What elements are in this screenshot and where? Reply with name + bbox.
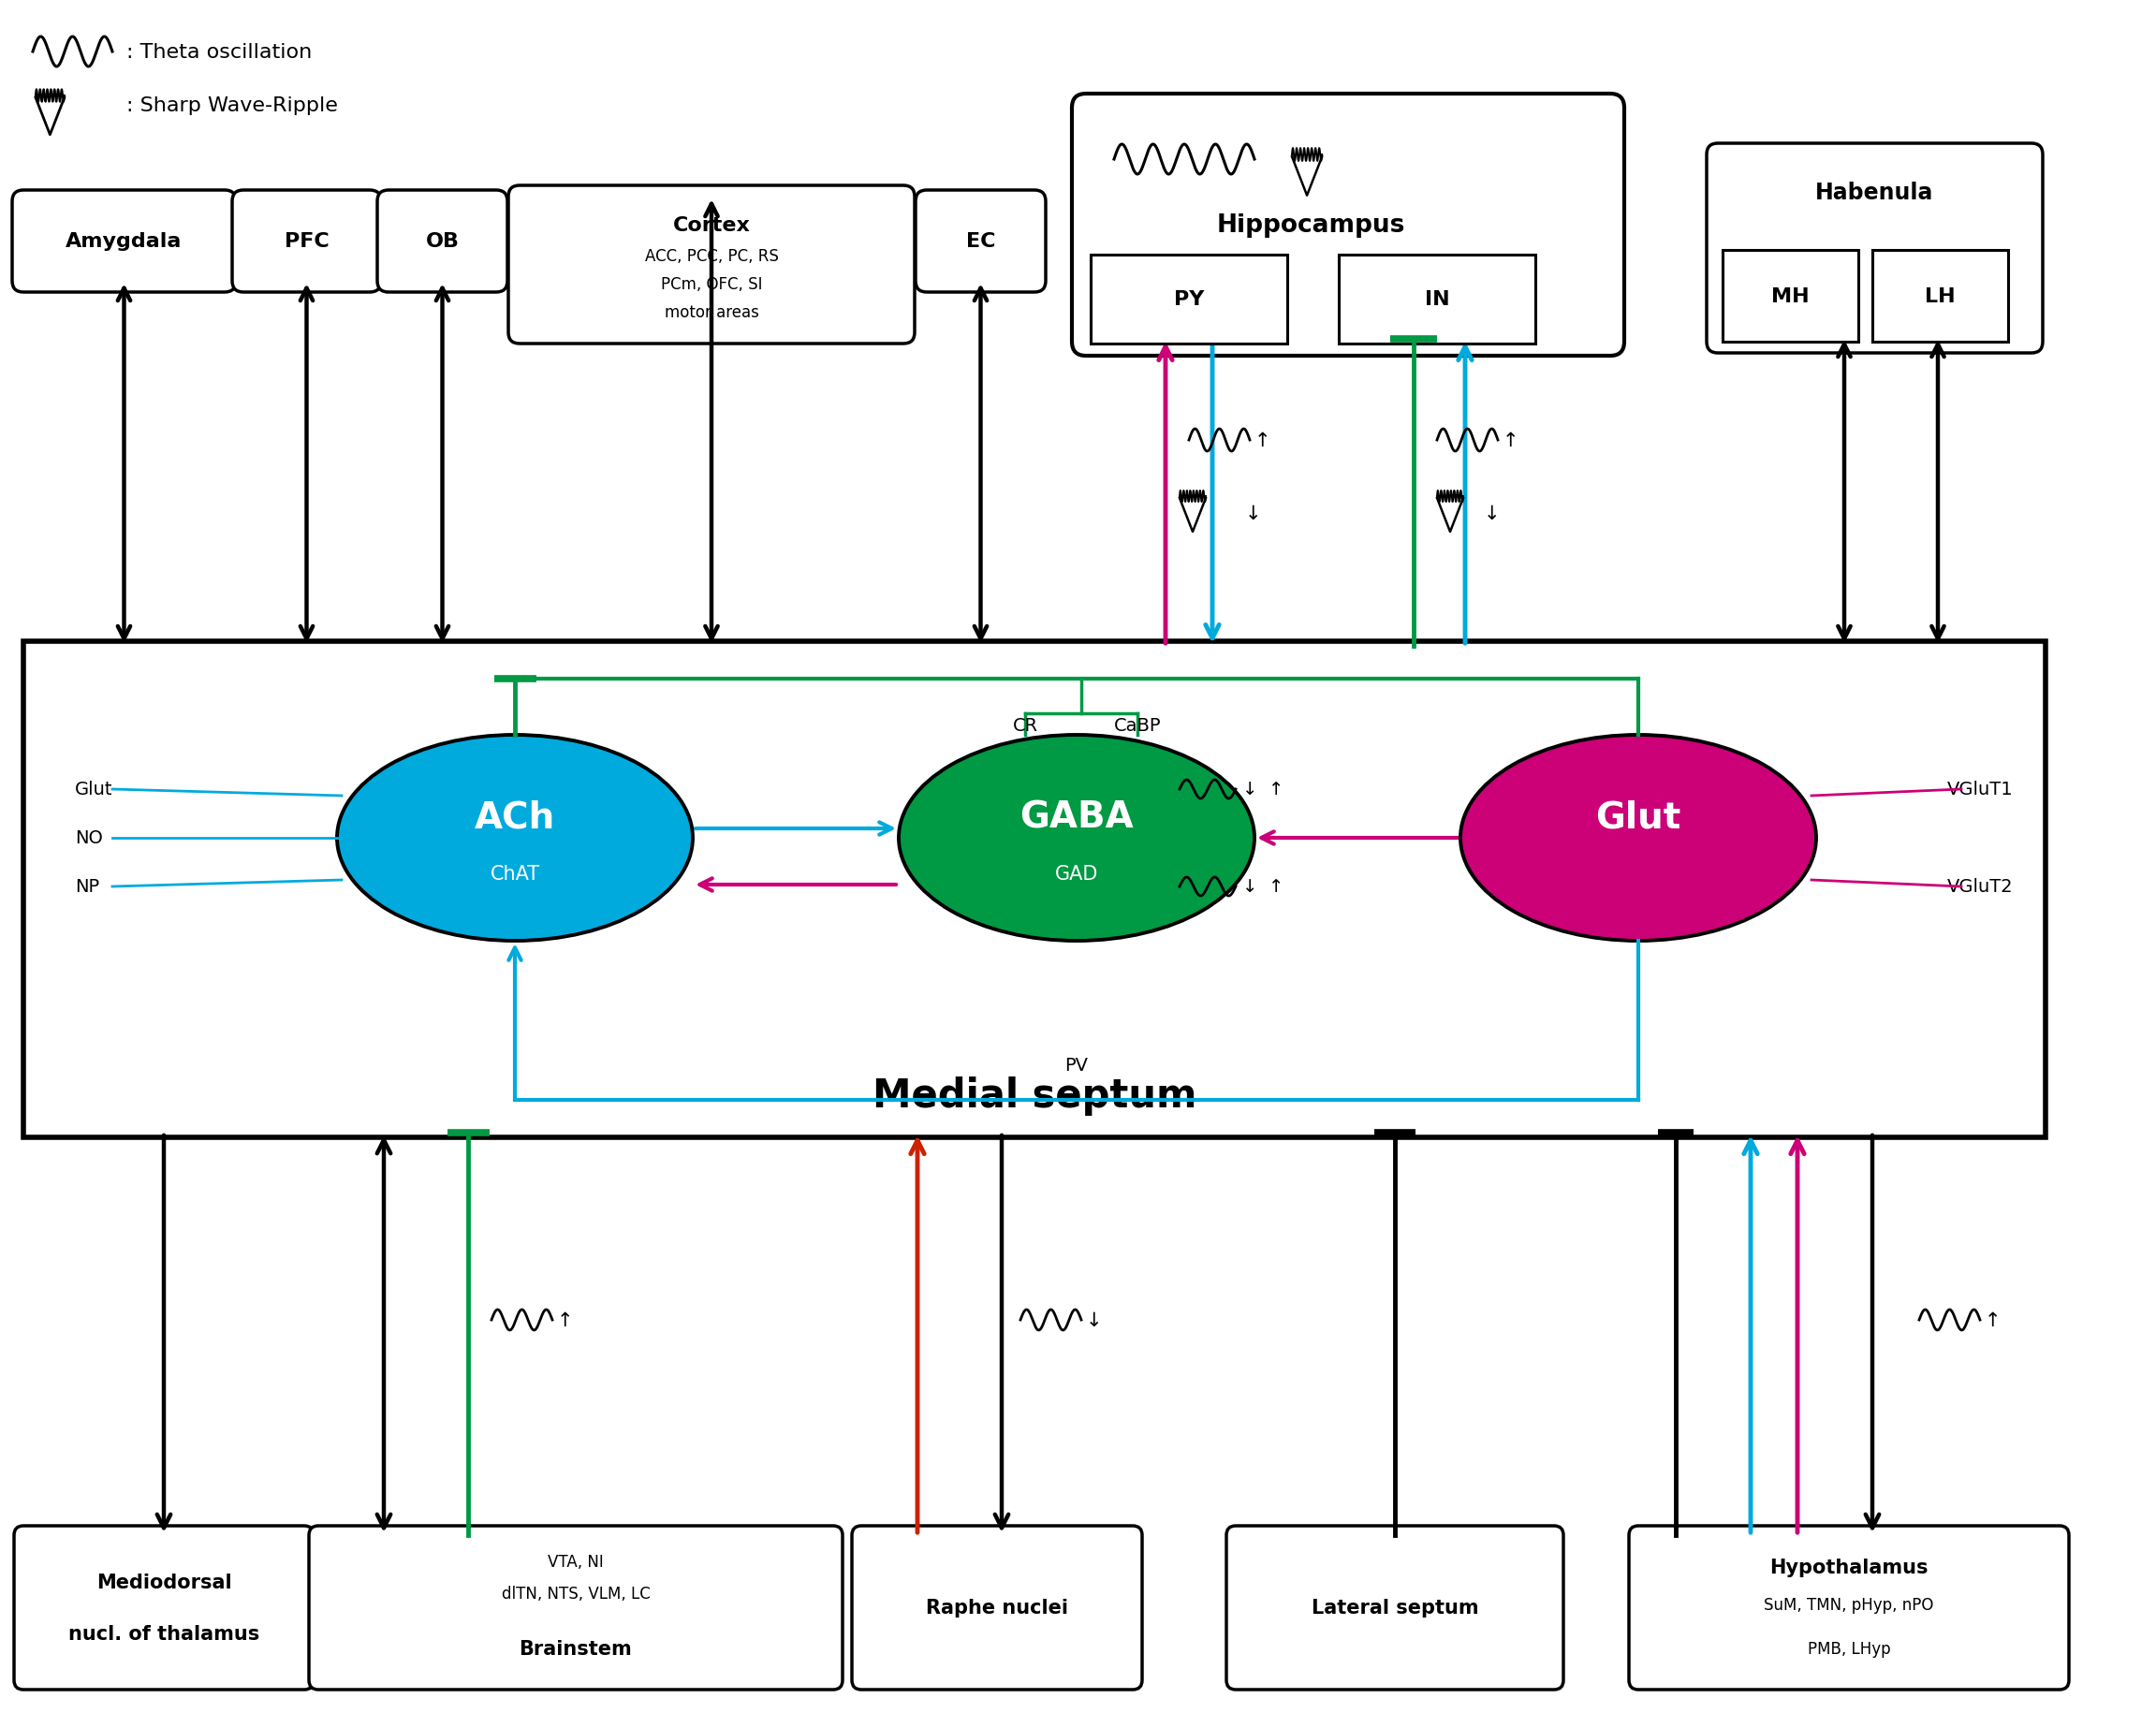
Text: $\uparrow$: $\uparrow$ — [1250, 432, 1268, 451]
Text: GAD: GAD — [1054, 865, 1097, 884]
Text: OB: OB — [425, 233, 459, 252]
Text: dlTN, NTS, VLM, LC: dlTN, NTS, VLM, LC — [502, 1585, 651, 1602]
FancyBboxPatch shape — [233, 190, 382, 293]
Text: $\downarrow$: $\downarrow$ — [1479, 504, 1498, 522]
FancyBboxPatch shape — [1630, 1526, 2070, 1689]
FancyBboxPatch shape — [509, 187, 914, 344]
Text: CaBP: CaBP — [1115, 718, 1162, 735]
Text: Raphe nuclei: Raphe nuclei — [925, 1598, 1067, 1617]
FancyBboxPatch shape — [916, 190, 1046, 293]
FancyBboxPatch shape — [1072, 94, 1623, 356]
Text: Amygdala: Amygdala — [67, 233, 183, 252]
Text: GABA: GABA — [1020, 800, 1134, 836]
Text: ACC, PCC, PC, RS: ACC, PCC, PC, RS — [645, 248, 778, 266]
Text: VGluT2: VGluT2 — [1947, 879, 2014, 896]
Text: IN: IN — [1425, 291, 1449, 310]
Text: : Theta oscillation: : Theta oscillation — [127, 43, 313, 62]
FancyBboxPatch shape — [24, 642, 2046, 1137]
Text: ACh: ACh — [474, 800, 556, 836]
Ellipse shape — [336, 735, 692, 940]
Text: $\uparrow$: $\uparrow$ — [1266, 879, 1281, 896]
Ellipse shape — [1460, 735, 1815, 940]
Text: EC: EC — [966, 233, 996, 252]
Text: CR: CR — [1013, 718, 1037, 735]
FancyBboxPatch shape — [1871, 250, 2007, 343]
FancyBboxPatch shape — [1227, 1526, 1563, 1689]
FancyBboxPatch shape — [1708, 144, 2042, 353]
Ellipse shape — [899, 735, 1255, 940]
Text: PMB, LHyp: PMB, LHyp — [1807, 1639, 1891, 1656]
FancyBboxPatch shape — [852, 1526, 1143, 1689]
FancyBboxPatch shape — [308, 1526, 843, 1689]
Text: LH: LH — [1925, 288, 1955, 307]
Text: Hippocampus: Hippocampus — [1216, 214, 1406, 238]
Text: ChAT: ChAT — [489, 865, 539, 884]
Text: Glut: Glut — [75, 781, 112, 798]
Text: PV: PV — [1065, 1057, 1089, 1074]
Text: $\uparrow$: $\uparrow$ — [1498, 432, 1516, 451]
Text: Habenula: Habenula — [1815, 182, 1934, 204]
Text: PY: PY — [1173, 291, 1203, 310]
Text: : Sharp Wave-Ripple: : Sharp Wave-Ripple — [127, 96, 338, 115]
Text: $\uparrow$: $\uparrow$ — [552, 1310, 571, 1329]
Text: $\downarrow$: $\downarrow$ — [1082, 1310, 1100, 1329]
Text: Lateral septum: Lateral septum — [1311, 1598, 1479, 1617]
Text: Medial septum: Medial septum — [873, 1076, 1197, 1115]
Text: nucl. of thalamus: nucl. of thalamus — [69, 1624, 259, 1643]
Text: NP: NP — [75, 879, 99, 896]
FancyBboxPatch shape — [15, 1526, 313, 1689]
Text: MH: MH — [1772, 288, 1809, 307]
FancyBboxPatch shape — [1339, 255, 1535, 344]
Text: Brainstem: Brainstem — [520, 1639, 632, 1658]
FancyBboxPatch shape — [13, 190, 235, 293]
Text: Hypothalamus: Hypothalamus — [1770, 1557, 1927, 1576]
Text: VTA, NI: VTA, NI — [548, 1554, 604, 1569]
Text: SuM, TMN, pHyp, nPO: SuM, TMN, pHyp, nPO — [1764, 1597, 1934, 1614]
Text: VGluT1: VGluT1 — [1947, 781, 2014, 798]
FancyBboxPatch shape — [1723, 250, 1858, 343]
Text: $\downarrow$: $\downarrow$ — [1238, 781, 1255, 798]
Text: $\uparrow$: $\uparrow$ — [1981, 1310, 1999, 1329]
Text: NO: NO — [75, 829, 103, 848]
FancyBboxPatch shape — [377, 190, 507, 293]
Text: Cortex: Cortex — [673, 216, 750, 235]
Text: PFC: PFC — [285, 233, 330, 252]
FancyBboxPatch shape — [1091, 255, 1287, 344]
Text: $\downarrow$: $\downarrow$ — [1238, 879, 1255, 896]
Text: PCm, OFC, SI: PCm, OFC, SI — [660, 276, 763, 293]
Text: $\downarrow$: $\downarrow$ — [1240, 504, 1259, 522]
Text: $\uparrow$: $\uparrow$ — [1266, 781, 1281, 798]
Text: Glut: Glut — [1595, 800, 1682, 836]
Text: motor areas: motor areas — [664, 303, 759, 320]
Text: Mediodorsal: Mediodorsal — [97, 1573, 231, 1591]
